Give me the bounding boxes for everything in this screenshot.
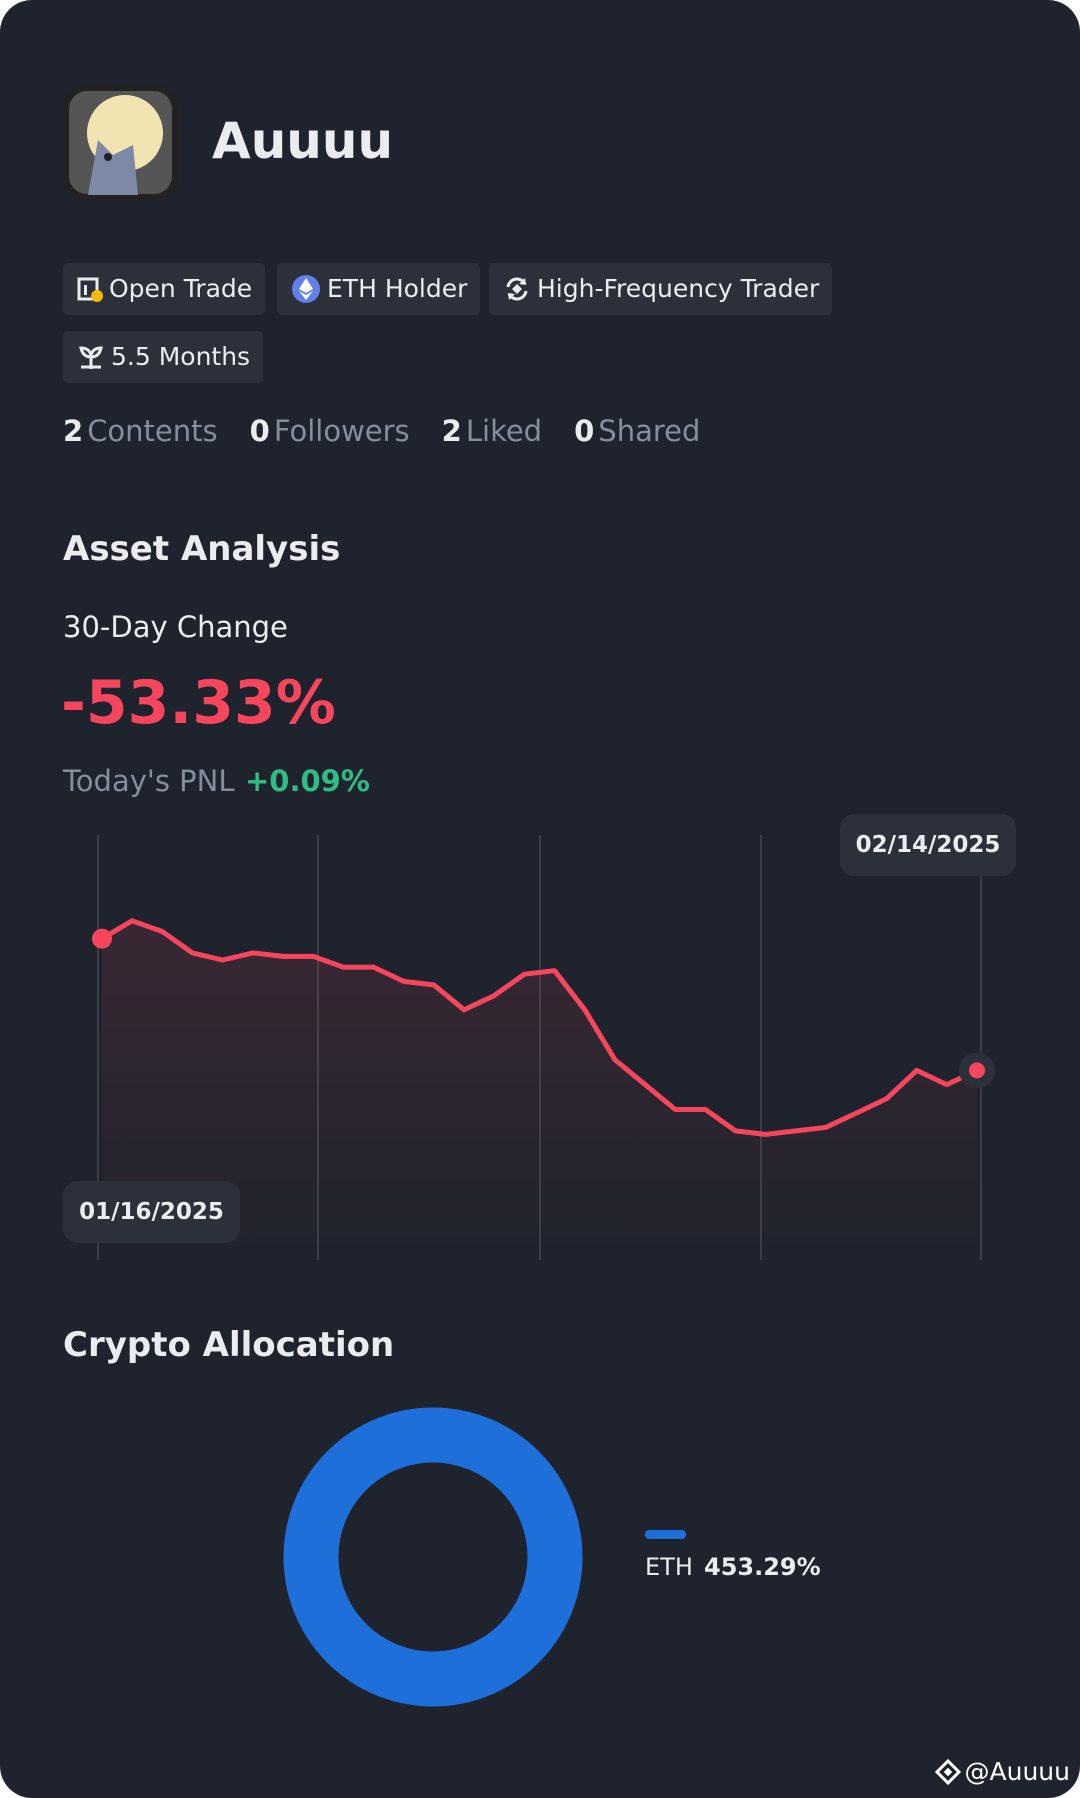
date-pill: 01/16/2025 <box>63 1181 240 1243</box>
badge-label: 5.5 Months <box>111 342 251 371</box>
section-title: Crypto Allocation <box>63 1325 395 1365</box>
badge: 5.5 Months <box>63 331 264 383</box>
avatar <box>63 85 178 200</box>
logo <box>934 1758 961 1785</box>
stat-label: Contents <box>87 414 218 448</box>
stat-count: 2 <box>63 414 84 448</box>
pnl-label: Today's PNL <box>63 764 235 798</box>
stats-row: 2 Contents 0 Followers 2 Liked 0 Shared <box>63 414 732 448</box>
badge-icon <box>77 277 103 302</box>
stat-count: 0 <box>574 414 595 448</box>
change-label: 30-Day Change <box>63 610 288 644</box>
badge-icon <box>292 275 320 303</box>
badge-label: ETH Holder <box>327 274 468 303</box>
stat-label: Followers <box>273 414 410 448</box>
watermark-text: @Auuuu <box>964 1757 1070 1786</box>
stat-label: Liked <box>465 414 543 448</box>
line <box>100 918 979 1137</box>
badge-label: Open Trade <box>109 274 253 303</box>
badge: Open Trade <box>63 263 266 315</box>
donut-chart: ETH 453.29% <box>283 1407 821 1707</box>
end-point <box>969 1062 985 1079</box>
stat-count: 2 <box>441 414 462 448</box>
line-chart <box>92 835 995 1260</box>
badge: High-Frequency Trader <box>489 263 833 315</box>
legend-label: ETH <box>645 1553 693 1581</box>
pnl-value: +0.09% <box>245 764 370 798</box>
badge-label: High-Frequency Trader <box>537 274 820 303</box>
user-name: Auuuu <box>212 112 394 170</box>
donut-slice <box>283 1407 583 1707</box>
badge: ETH Holder <box>277 263 481 315</box>
date-pill: 02/14/2025 <box>840 814 1016 876</box>
stat-count: 0 <box>249 414 270 448</box>
change-value: -53.33% <box>61 668 336 738</box>
legend-swatch <box>645 1530 686 1539</box>
badge-icon <box>79 346 103 369</box>
stat-label: Shared <box>598 414 701 448</box>
stat: 0 Shared <box>574 414 700 448</box>
area <box>102 920 977 1260</box>
legend-value: 453.29% <box>704 1553 821 1581</box>
start-point <box>92 928 112 949</box>
badge-icon <box>506 277 528 301</box>
stat: 2 Contents <box>63 414 218 448</box>
section-title: Asset Analysis <box>63 529 341 569</box>
stat: 2 Liked <box>442 414 542 448</box>
stat: 0 Followers <box>250 414 410 448</box>
watermark: @Auuuu <box>934 1757 1070 1786</box>
